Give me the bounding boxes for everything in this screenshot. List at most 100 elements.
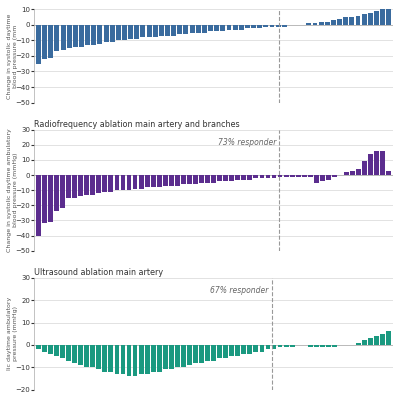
Bar — [343, 17, 348, 25]
Bar — [104, 25, 108, 42]
Bar — [270, 25, 274, 26]
Bar — [362, 14, 367, 25]
Bar — [78, 175, 83, 196]
Bar — [233, 25, 238, 30]
Bar — [145, 345, 150, 374]
Bar — [175, 175, 180, 186]
Bar — [380, 151, 385, 175]
Bar — [163, 345, 168, 370]
Bar — [171, 25, 176, 36]
Bar — [151, 345, 156, 372]
Bar — [320, 345, 325, 347]
Bar — [169, 345, 174, 370]
Text: 67% responder: 67% responder — [210, 286, 269, 295]
Bar — [296, 175, 301, 176]
Bar — [278, 345, 282, 347]
Bar — [314, 345, 319, 347]
Bar — [205, 175, 210, 183]
Bar — [78, 345, 83, 365]
Bar — [73, 25, 78, 47]
Bar — [159, 25, 164, 36]
Bar — [120, 345, 125, 374]
Bar — [90, 345, 95, 367]
Bar — [344, 172, 349, 175]
Bar — [199, 175, 204, 183]
Bar — [356, 16, 360, 25]
Bar — [193, 345, 198, 363]
Bar — [362, 340, 367, 345]
Bar — [251, 25, 256, 28]
Bar — [42, 175, 47, 224]
Bar — [42, 25, 47, 59]
Bar — [96, 175, 101, 193]
Bar — [66, 345, 71, 360]
Bar — [163, 175, 168, 186]
Bar — [368, 338, 373, 345]
Bar — [199, 345, 204, 363]
Bar — [147, 25, 152, 37]
Bar — [263, 25, 268, 26]
Bar — [239, 25, 244, 30]
Bar — [128, 25, 133, 39]
Bar — [127, 345, 132, 376]
Bar — [122, 25, 127, 40]
Bar — [120, 175, 125, 190]
Bar — [374, 151, 379, 175]
Bar — [177, 25, 182, 34]
Bar — [139, 345, 144, 374]
Bar — [314, 175, 319, 183]
Bar — [110, 25, 115, 42]
Bar — [133, 345, 138, 376]
Bar — [326, 175, 331, 180]
Bar — [350, 17, 354, 25]
Bar — [60, 25, 66, 50]
Bar — [208, 25, 213, 31]
Bar — [226, 25, 232, 30]
Bar — [181, 175, 186, 184]
Bar — [308, 175, 313, 176]
Bar — [386, 170, 391, 175]
Bar — [276, 25, 280, 26]
Bar — [380, 334, 385, 345]
Text: 73% responder: 73% responder — [218, 138, 276, 147]
Bar — [229, 345, 234, 356]
Bar — [48, 25, 53, 58]
Bar — [356, 169, 361, 175]
Bar — [134, 25, 139, 39]
Bar — [54, 175, 59, 211]
Bar — [223, 175, 228, 181]
Y-axis label: Change in systolic daytime
blood pressure (mm: Change in systolic daytime blood pressur… — [7, 13, 18, 99]
Y-axis label: lic daytime ambulatory
pressure (mmHg): lic daytime ambulatory pressure (mmHg) — [7, 297, 18, 370]
Bar — [306, 24, 311, 25]
Bar — [386, 332, 391, 345]
Bar — [67, 25, 72, 48]
Bar — [272, 345, 276, 349]
Bar — [133, 175, 138, 189]
Bar — [66, 175, 71, 198]
Bar — [235, 345, 240, 356]
Bar — [139, 175, 144, 189]
Bar — [266, 175, 270, 178]
Bar — [151, 175, 156, 187]
Text: Ultrasound ablation main artery: Ultrasound ablation main artery — [34, 268, 163, 277]
Bar — [102, 345, 107, 372]
Bar — [211, 175, 216, 183]
Bar — [42, 345, 47, 352]
Bar — [350, 170, 355, 175]
Bar — [145, 175, 150, 187]
Bar — [248, 175, 252, 180]
Bar — [332, 175, 337, 176]
Bar — [266, 345, 270, 349]
Bar — [260, 345, 264, 352]
Bar — [368, 12, 373, 25]
Bar — [181, 345, 186, 367]
Bar — [202, 25, 207, 33]
Bar — [72, 345, 77, 363]
Bar — [153, 25, 158, 37]
Bar — [284, 175, 288, 176]
Bar — [331, 20, 336, 25]
Bar — [90, 175, 95, 195]
Bar — [254, 345, 258, 352]
Bar — [157, 175, 162, 187]
Bar — [196, 25, 201, 33]
